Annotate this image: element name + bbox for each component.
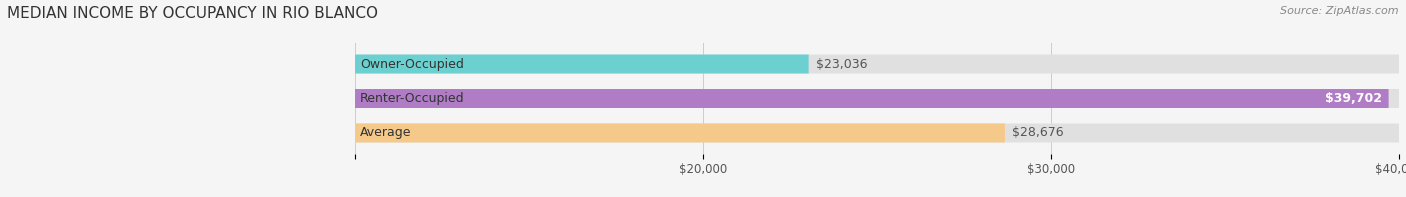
FancyBboxPatch shape bbox=[354, 55, 808, 73]
Text: $23,036: $23,036 bbox=[815, 58, 868, 71]
Text: Renter-Occupied: Renter-Occupied bbox=[360, 92, 465, 105]
Text: MEDIAN INCOME BY OCCUPANCY IN RIO BLANCO: MEDIAN INCOME BY OCCUPANCY IN RIO BLANCO bbox=[7, 6, 378, 21]
FancyBboxPatch shape bbox=[354, 89, 1399, 108]
FancyBboxPatch shape bbox=[354, 55, 1399, 73]
Text: Average: Average bbox=[360, 126, 412, 139]
FancyBboxPatch shape bbox=[354, 124, 1005, 142]
Text: Owner-Occupied: Owner-Occupied bbox=[360, 58, 464, 71]
Text: Source: ZipAtlas.com: Source: ZipAtlas.com bbox=[1281, 6, 1399, 16]
Text: $28,676: $28,676 bbox=[1012, 126, 1063, 139]
FancyBboxPatch shape bbox=[354, 124, 1399, 142]
Text: $39,702: $39,702 bbox=[1324, 92, 1382, 105]
FancyBboxPatch shape bbox=[354, 89, 1389, 108]
